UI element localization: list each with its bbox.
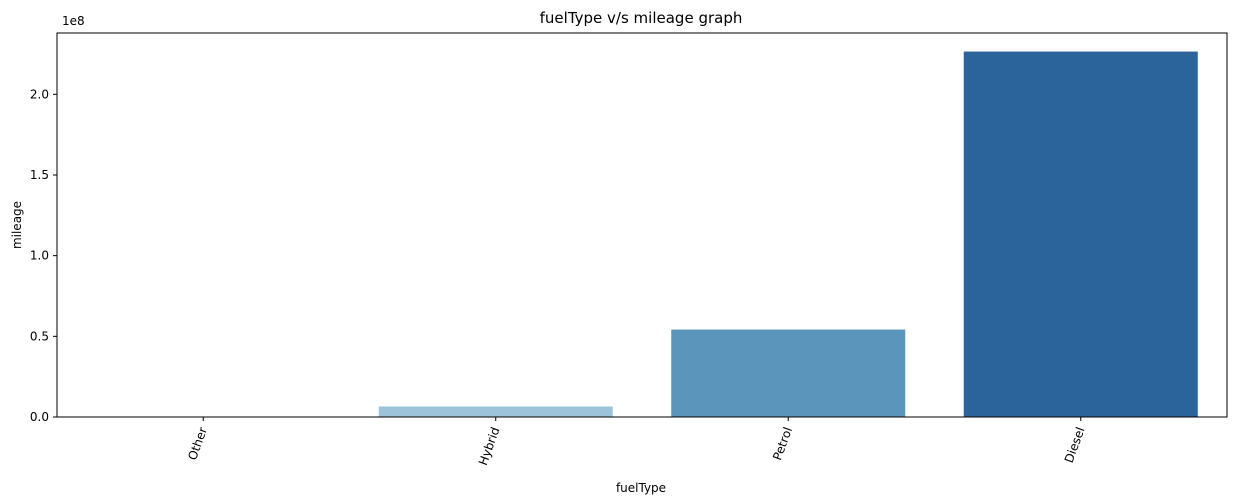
bars-group — [86, 51, 1198, 418]
x-axis-label: fuelType — [616, 481, 666, 495]
bar-diesel — [963, 51, 1198, 417]
bar-hybrid — [378, 406, 613, 417]
y-tick-label: 0.0 — [30, 410, 49, 424]
y-axis-ticks: 0.0 0.5 1.0 1.5 2.0 — [30, 87, 57, 424]
x-tick-label-other: Other — [185, 425, 210, 462]
x-tick-label-diesel: Diesel — [1062, 425, 1088, 464]
y-tick-label: 1.0 — [30, 249, 49, 263]
x-tick-label-petrol: Petrol — [770, 425, 795, 462]
y-tick-label: 1.5 — [30, 168, 49, 182]
chart-title: fuelType v/s mileage graph — [540, 9, 743, 27]
plot-frame — [56, 32, 1228, 418]
y-axis-label: mileage — [10, 201, 24, 249]
y-axis-offset-label: 1e8 — [62, 14, 85, 28]
bar-petrol — [671, 329, 906, 417]
y-tick-label: 0.5 — [30, 329, 49, 343]
y-tick-label: 2.0 — [30, 87, 49, 101]
x-tick-label-hybrid: Hybrid — [476, 425, 503, 467]
x-axis-ticks: Other Hybrid Petrol Diesel — [185, 417, 1088, 467]
